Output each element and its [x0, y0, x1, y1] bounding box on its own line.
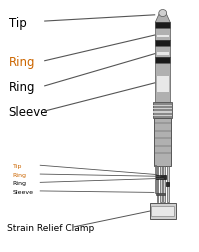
Bar: [155, 57, 170, 63]
Bar: [167, 166, 169, 202]
Bar: [155, 41, 170, 47]
Bar: [155, 23, 170, 29]
Bar: [153, 112, 172, 113]
Bar: [153, 115, 172, 116]
Bar: [155, 130, 171, 132]
Text: Tip: Tip: [13, 164, 22, 169]
Text: Ring: Ring: [9, 56, 35, 69]
Bar: [155, 63, 170, 102]
Bar: [155, 145, 171, 147]
Text: Tip: Tip: [9, 17, 26, 30]
Bar: [163, 175, 166, 180]
Bar: [155, 123, 171, 125]
Bar: [160, 166, 162, 202]
Bar: [157, 166, 158, 202]
Text: Sleeve: Sleeve: [13, 189, 34, 194]
Bar: [153, 102, 172, 118]
Bar: [157, 77, 169, 92]
Bar: [155, 138, 171, 140]
Polygon shape: [155, 12, 170, 23]
Bar: [157, 36, 169, 38]
Bar: [153, 109, 172, 110]
Text: Ring: Ring: [9, 81, 35, 94]
Ellipse shape: [159, 11, 167, 17]
Bar: [153, 105, 172, 107]
Bar: [155, 166, 156, 194]
Bar: [155, 153, 171, 155]
Bar: [163, 166, 165, 202]
Bar: [157, 53, 169, 55]
Text: Ring: Ring: [13, 172, 26, 177]
Bar: [150, 204, 176, 219]
Bar: [155, 29, 170, 41]
Bar: [160, 175, 162, 180]
Bar: [156, 193, 165, 196]
Text: Strain Relief Clamp: Strain Relief Clamp: [7, 223, 94, 232]
Bar: [151, 206, 174, 216]
Text: Ring: Ring: [13, 181, 26, 186]
Bar: [166, 182, 169, 187]
Bar: [156, 175, 159, 180]
Bar: [155, 47, 170, 57]
Text: Sleeve: Sleeve: [9, 106, 48, 119]
Bar: [154, 118, 171, 166]
